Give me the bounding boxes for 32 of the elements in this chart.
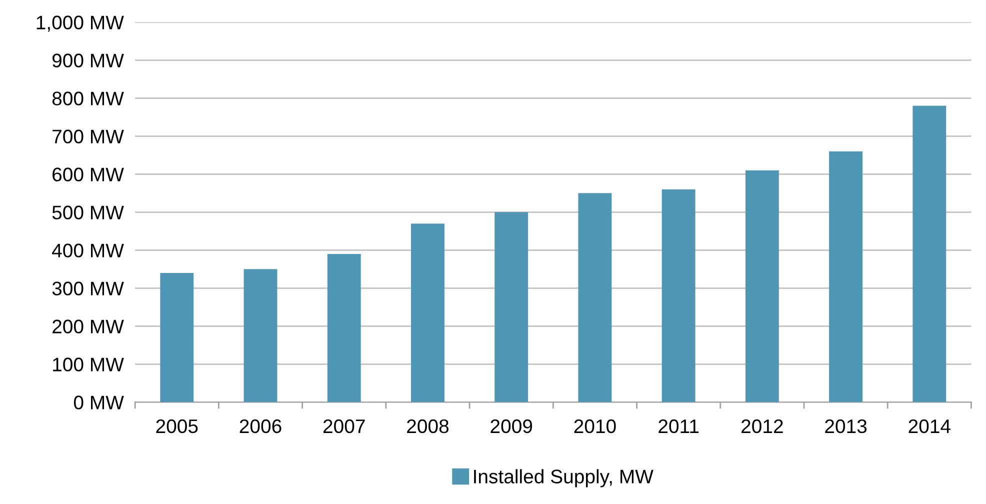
y-tick-label: 400 MW — [52, 244, 124, 258]
y-tick-label: 0 MW — [74, 396, 124, 410]
x-tick-label: 2006 — [240, 419, 282, 434]
bar — [829, 151, 863, 402]
x-tick-label: 2010 — [574, 419, 616, 434]
bar — [160, 272, 194, 402]
x-tick-label: 2005 — [156, 419, 198, 434]
bar — [912, 106, 946, 402]
y-tick-label: 500 MW — [52, 206, 124, 220]
y-tick-label: 100 MW — [53, 358, 124, 372]
bar — [578, 193, 612, 402]
y-tick-label: 700 MW — [52, 130, 124, 144]
y-tick-label: 1,000 MW — [36, 16, 124, 32]
bar — [662, 189, 696, 402]
bar — [244, 269, 278, 402]
y-tick-label: 800 MW — [52, 92, 124, 106]
legend-label: Installed Supply, MW — [474, 469, 654, 488]
y-tick-label: 200 MW — [52, 320, 124, 334]
y-tick-label: 600 MW — [52, 168, 124, 182]
x-tick-label: 2007 — [323, 419, 365, 434]
bar — [494, 212, 528, 402]
x-tick-label: 2008 — [407, 419, 449, 434]
bar — [327, 254, 361, 402]
bar — [411, 224, 444, 402]
bar — [745, 170, 779, 402]
x-tick-label: 2014 — [908, 419, 950, 434]
x-tick-label: 2013 — [825, 419, 867, 434]
x-tick-label: 2012 — [742, 419, 783, 434]
x-tick-label: 2009 — [490, 419, 532, 434]
y-tick-label: 900 MW — [52, 54, 124, 68]
x-tick-label: 2011 — [658, 419, 699, 434]
y-tick-label: 300 MW — [52, 282, 124, 296]
